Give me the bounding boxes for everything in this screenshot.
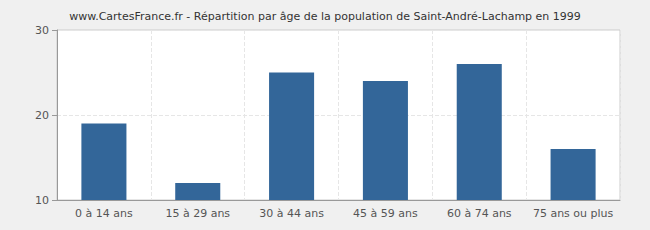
svg-text:15 à 29 ans: 15 à 29 ans xyxy=(165,207,230,220)
svg-text:30 à 44 ans: 30 à 44 ans xyxy=(259,207,324,220)
svg-text:45 à 59 ans: 45 à 59 ans xyxy=(353,207,418,220)
svg-text:30: 30 xyxy=(35,24,49,37)
svg-text:10: 10 xyxy=(35,194,49,207)
svg-text:0 à 14 ans: 0 à 14 ans xyxy=(75,207,133,220)
svg-text:60 à 74 ans: 60 à 74 ans xyxy=(447,207,512,220)
svg-text:www.CartesFrance.fr - Répartit: www.CartesFrance.fr - Répartition par âg… xyxy=(69,10,581,23)
svg-text:20: 20 xyxy=(35,109,49,122)
svg-text:75 ans ou plus: 75 ans ou plus xyxy=(533,207,614,220)
